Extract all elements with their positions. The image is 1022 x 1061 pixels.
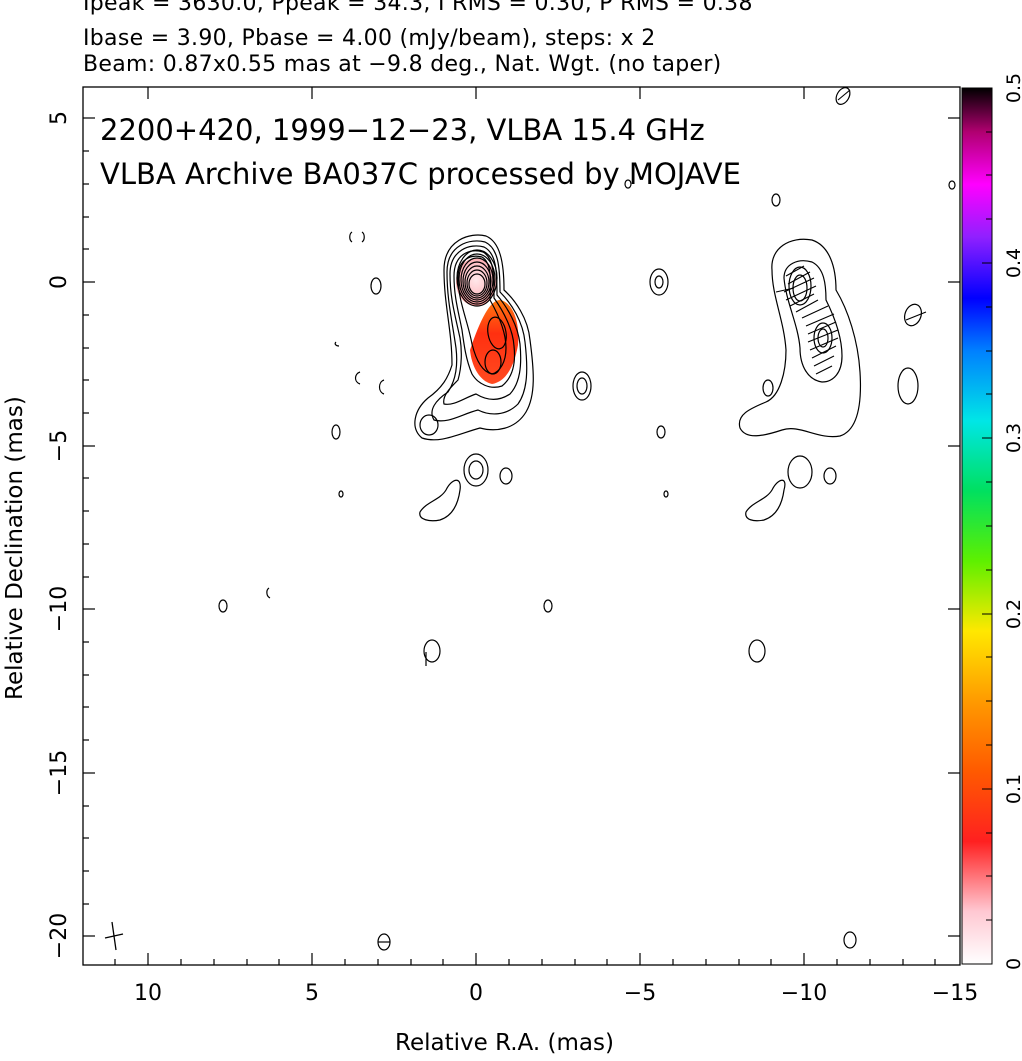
- y-tick-label: 5: [47, 111, 72, 125]
- colorbar-tick-label: 0.4: [1003, 248, 1022, 278]
- y-tick-label: −5: [47, 430, 72, 462]
- x-tick-label: −15: [932, 981, 978, 1006]
- colorbar-tick-label: 0: [1003, 958, 1022, 970]
- colorbar-ticks: [982, 87, 992, 965]
- plot-frame: [82, 86, 961, 966]
- y-tick-label: 0: [47, 275, 72, 289]
- x-tick-label: −5: [624, 981, 656, 1006]
- intensity-contours: [218, 87, 956, 951]
- x-tick-label: −10: [781, 981, 827, 1006]
- header-line-3: Beam: 0.87x0.55 mas at −9.8 deg., Nat. W…: [83, 52, 722, 77]
- intensity-map: [218, 87, 956, 951]
- colorbar-tick-label: 0.2: [1003, 599, 1022, 629]
- y-tick-label: −15: [47, 750, 72, 796]
- colorbar-tick-label: 0.3: [1003, 423, 1022, 453]
- polarization-map: [738, 89, 927, 522]
- polarization-color-jet: [470, 300, 519, 384]
- colorbar-tick-label: 0.1: [1003, 774, 1022, 804]
- x-tick-marks: [114, 87, 936, 965]
- evpa-vectors: [775, 89, 927, 375]
- y-tick-marks: [83, 117, 960, 937]
- y-tick-label: −10: [47, 586, 72, 632]
- x-tick-label: 5: [305, 981, 319, 1006]
- beam-marker: [104, 921, 124, 951]
- x-tick-label: 10: [134, 981, 162, 1006]
- colorbar-tick-label: 0.5: [1003, 73, 1022, 103]
- source-annotation-line-2: VLBA Archive BA037C processed by MOJAVE: [100, 157, 741, 191]
- y-axis-label: Relative Declination (mas): [2, 396, 28, 700]
- header-line-2: Ibase = 3.90, Pbase = 4.00 (mJy/beam), s…: [83, 26, 656, 51]
- header-line-1: Ipeak = 3630.0, Ppeak = 34.3, I RMS = 0.…: [83, 0, 753, 16]
- x-axis-label: Relative R.A. (mas): [395, 1030, 614, 1056]
- x-tick-label: 0: [469, 981, 483, 1006]
- source-annotation-line-1: 2200+420, 1999−12−23, VLBA 15.4 GHz: [100, 113, 705, 147]
- y-tick-label: −20: [47, 913, 72, 959]
